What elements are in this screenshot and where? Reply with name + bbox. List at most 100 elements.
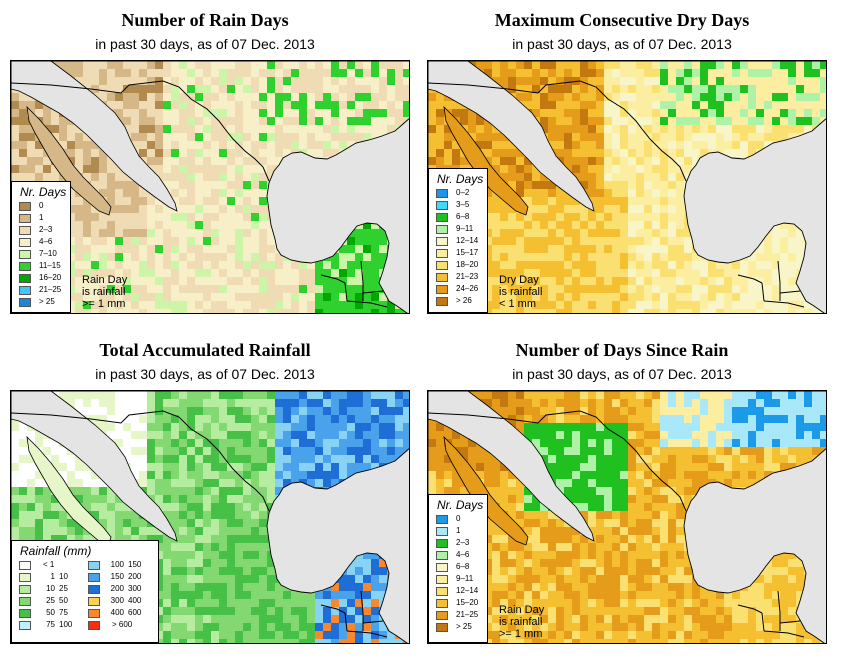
legend-swatch [88, 561, 100, 570]
legend-range-low: 50 [46, 608, 55, 617]
legend-label: 0 [39, 201, 44, 210]
national-border [761, 612, 765, 632]
national-border [360, 590, 364, 631]
note-line: is rainfall [499, 616, 543, 628]
legend-label: > 25 [456, 622, 472, 631]
panel-rain-days: Number of Rain Days in past 30 days, as … [0, 0, 410, 320]
legend-range-high: 75 [59, 608, 68, 617]
legend-range-high: 150 [128, 560, 142, 569]
legend-swatch [19, 298, 31, 307]
legend-swatch [19, 597, 31, 606]
legend-swatch [436, 261, 448, 270]
national-border [763, 630, 805, 638]
panel-subtitle: in past 30 days, as of 07 Dec. 2013 [95, 36, 315, 52]
legend-label: 1 [39, 213, 44, 222]
gulf-of-california [428, 391, 595, 542]
panel-subtitle: in past 30 days, as of 07 Dec. 2013 [512, 36, 732, 52]
legend-range-low: 200 [110, 584, 124, 593]
panel-subtitle: in past 30 days, as of 07 Dec. 2013 [512, 366, 732, 382]
legend-swatch [436, 575, 448, 584]
national-border [11, 410, 270, 512]
legend-swatch [436, 297, 448, 306]
baja-peninsula [26, 105, 112, 216]
legend-label: 21–23 [456, 272, 479, 281]
legend-swatch [436, 225, 448, 234]
rain-day-definition: Rain Day is rainfall >= 1 mm [499, 604, 544, 640]
legend-range-high: 400 [128, 596, 142, 605]
legend-swatch [436, 273, 448, 282]
legend-swatch [88, 573, 100, 582]
legend-swatch [436, 587, 448, 596]
note-line: < 1 mm [499, 298, 536, 310]
legend-label: 2–3 [456, 538, 470, 547]
legend-swatch [436, 189, 448, 198]
legend-label: 6–8 [456, 562, 470, 571]
legend-swatch [436, 599, 448, 608]
panel-title: Number of Days Since Rain [515, 340, 729, 360]
map-dry-days [427, 60, 827, 314]
legend-swatch [19, 585, 31, 594]
legend-range-low: 25 [46, 596, 55, 605]
legend-dry-days: Nr. Days 0–2 3–5 6–8 9–11 12–14 15–17 18–20 21–… [428, 168, 488, 313]
legend-range-high: < 1 [43, 560, 55, 569]
legend-swatch [19, 573, 31, 582]
note-line: is rainfall [499, 286, 543, 298]
legend-total-rainfall: Rainfall (mm) < 1 1 10 10 25 25 50 50 75 75 100 100… [11, 540, 159, 643]
national-border [362, 290, 384, 294]
legend-label: 12–14 [456, 236, 479, 245]
legend-swatch [436, 213, 448, 222]
legend-range-high: > 600 [112, 620, 133, 629]
national-border [360, 260, 364, 301]
legend-swatch [436, 611, 448, 620]
legend-swatch [19, 609, 31, 618]
legend-swatch [436, 515, 448, 524]
national-border [737, 274, 763, 284]
legend-swatch [88, 585, 100, 594]
national-border [779, 290, 801, 294]
legend-label: 1 [456, 526, 461, 535]
national-border [346, 630, 388, 638]
national-border [362, 620, 384, 624]
panel-title: Maximum Consecutive Dry Days [494, 10, 750, 30]
legend-title: Rainfall (mm) [20, 544, 92, 558]
legend-swatch [19, 238, 31, 247]
legend-swatch [436, 623, 448, 632]
legend-title: Nr. Days [437, 498, 484, 512]
national-border [344, 282, 348, 302]
legend-range-low: 100 [110, 560, 124, 569]
legend-swatch [436, 563, 448, 572]
legend-label: 18–20 [456, 260, 479, 269]
legend-rain-days: Nr. Days 0 1 2–3 4–6 7–10 11–15 16–20 21–25 > 25 [11, 181, 71, 313]
legend-range-high: 50 [59, 596, 68, 605]
legend-swatch [19, 262, 31, 271]
national-border [11, 80, 270, 182]
legend-label: 2–3 [39, 225, 53, 234]
note-line: >= 1 mm [499, 628, 543, 640]
panel-title: Total Accumulated Rainfall [99, 340, 311, 360]
legend-swatch [88, 609, 100, 618]
legend-swatch [436, 237, 448, 246]
legend-label: 4–6 [39, 237, 53, 246]
legend-swatch [436, 201, 448, 210]
gulf-of-california [11, 61, 178, 212]
legend-label: > 26 [456, 296, 472, 305]
national-border [777, 590, 781, 631]
legend-days-since-rain: Nr. Days 0 1 2–3 4–6 6–8 9–11 12–14 15–20 21–25 >… [428, 494, 488, 643]
legend-swatch [436, 285, 448, 294]
national-border [779, 620, 801, 624]
national-border [320, 604, 346, 614]
legend-range-low: 10 [46, 584, 55, 593]
national-border [737, 604, 763, 614]
national-border [320, 274, 346, 284]
panel-days-since-rain: Number of Days Since Rain in past 30 day… [417, 330, 827, 650]
baja-peninsula [443, 105, 529, 216]
national-border [761, 282, 765, 302]
coastline [11, 61, 409, 313]
legend-range-high: 300 [128, 584, 142, 593]
note-line: Rain Day [499, 604, 545, 616]
legend-title: Nr. Days [437, 172, 484, 186]
legend-label: 4–6 [456, 550, 470, 559]
legend-swatch [436, 527, 448, 536]
legend-range-high: 600 [128, 608, 142, 617]
legend-label: 6–8 [456, 212, 470, 221]
